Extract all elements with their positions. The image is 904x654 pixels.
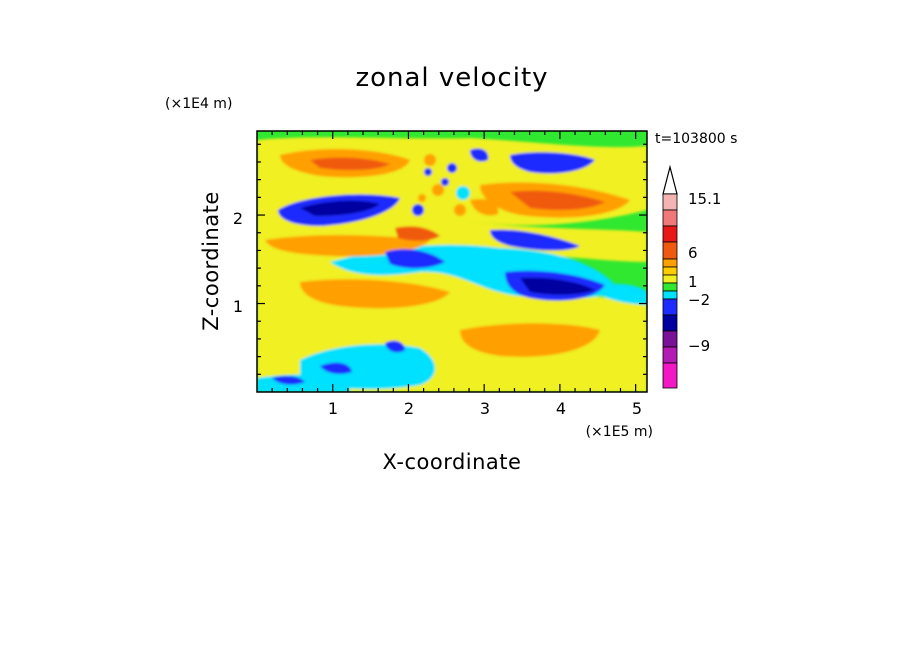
- cell-blue-f: [424, 168, 432, 176]
- colorbar-level: [662, 290, 678, 300]
- colorbar-level: [662, 241, 678, 260]
- core-red-3: [395, 226, 440, 241]
- chart-title: zonal velocity: [355, 63, 548, 93]
- region-cyan-right: [600, 283, 647, 305]
- plot-frame: [256, 130, 648, 393]
- cell-blue-a: [412, 204, 424, 216]
- x-tick-label: 3: [480, 399, 490, 418]
- y-ticks: [257, 143, 647, 375]
- x-tick-label: 1: [328, 399, 338, 418]
- time-label: t=103800 s: [655, 131, 737, 147]
- jet-blue-7: [385, 340, 405, 353]
- colorbar-level: [662, 282, 678, 292]
- y-axis-label: Z-coordinate: [199, 191, 223, 331]
- core-red-1: [310, 157, 390, 171]
- colorbar-level: [662, 258, 678, 268]
- x-tick-label: 2: [404, 399, 414, 418]
- core-orange-4: [300, 279, 450, 309]
- colorbar-level: [662, 225, 678, 243]
- colorbar-level: [662, 209, 678, 227]
- x-ticks: [271, 131, 637, 392]
- colorbar-extend-arrow: [662, 164, 678, 195]
- contour-field: [257, 131, 647, 392]
- core-orange-6: [470, 198, 499, 216]
- y-tick-label: 1: [233, 297, 243, 316]
- cell-blue-c: [447, 163, 457, 173]
- cell-orange-b: [424, 154, 436, 166]
- colorbar-level: [662, 274, 678, 284]
- x-unit-label: (×1E5 m): [586, 424, 653, 440]
- colorbar-level: [662, 298, 678, 316]
- core-red-2: [510, 190, 605, 210]
- colorbar-level: [662, 330, 678, 348]
- colorbar-level: [662, 362, 678, 389]
- colorbar-level: [662, 346, 678, 364]
- cell-blue-b: [441, 178, 449, 186]
- x-axis-label: X-coordinate: [383, 450, 522, 474]
- colorbar-label: −2: [688, 291, 710, 309]
- jet-blue-2: [510, 152, 595, 174]
- y-tick-label: 2: [233, 209, 243, 228]
- cell-orange-a: [432, 184, 444, 196]
- jet-blue-9: [320, 362, 352, 374]
- colorbar-label: 15.1: [688, 190, 721, 208]
- colorbar-label: −9: [688, 337, 710, 355]
- colorbar-level: [662, 266, 678, 276]
- jet-blue-3: [385, 249, 445, 269]
- cell-orange-e: [454, 204, 466, 216]
- cell-cyan-d: [456, 186, 470, 200]
- colorbar-label: 1: [688, 273, 698, 291]
- jet-blue-6: [470, 148, 489, 162]
- jet-navy-4: [520, 277, 595, 295]
- colorbar-level: [662, 193, 678, 211]
- jet-blue-8: [272, 375, 305, 385]
- colorbar-label: 6: [688, 244, 698, 262]
- x-tick-label: 4: [556, 399, 566, 418]
- colorbar: 15.1 6 1 −2 −9: [662, 164, 721, 389]
- x-tick-label: 5: [632, 399, 642, 418]
- region-cyan-lowleft: [300, 344, 435, 390]
- colorbar-level: [662, 314, 678, 332]
- colorbar-levels: [662, 193, 678, 389]
- cell-orange-g: [418, 194, 426, 202]
- core-orange-5: [460, 323, 600, 357]
- jet-blue-5: [490, 229, 580, 251]
- jet-navy-1: [300, 200, 380, 216]
- y-unit-label: (×1E4 m): [165, 96, 232, 112]
